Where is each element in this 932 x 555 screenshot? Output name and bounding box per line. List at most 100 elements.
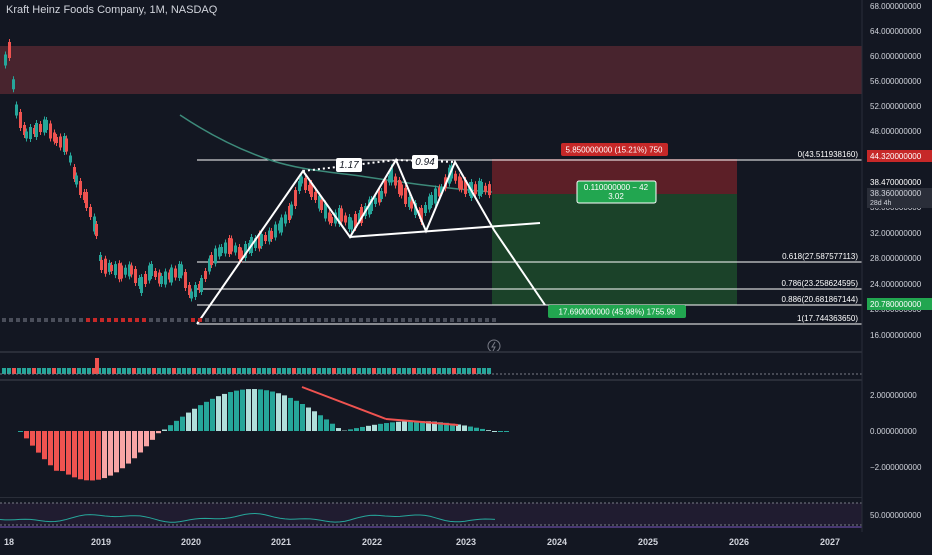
volume-bar bbox=[132, 368, 136, 374]
volume-bar bbox=[102, 368, 106, 374]
signal-dot bbox=[324, 318, 328, 322]
signal-dot bbox=[2, 318, 6, 322]
time-tick: 2025 bbox=[638, 537, 658, 547]
histogram-bar bbox=[102, 431, 107, 478]
signal-dot bbox=[142, 318, 146, 322]
histogram-bar bbox=[282, 395, 287, 431]
signal-dot bbox=[450, 318, 454, 322]
volume-bar bbox=[317, 368, 321, 374]
candle-body bbox=[120, 266, 123, 279]
signal-dot bbox=[429, 318, 433, 322]
candle-body bbox=[15, 105, 18, 116]
volume-bar bbox=[127, 368, 131, 374]
signal-dot bbox=[436, 318, 440, 322]
volume-bar bbox=[162, 368, 166, 374]
candle-body bbox=[194, 285, 197, 297]
signal-dot bbox=[23, 318, 27, 322]
volume-bar bbox=[107, 368, 111, 374]
histogram-bar bbox=[204, 402, 209, 431]
entry-label-1: 0.110000000 − 42 bbox=[584, 183, 649, 192]
volume-bar bbox=[137, 368, 141, 374]
candle-body bbox=[29, 127, 32, 139]
candle-body bbox=[49, 124, 52, 139]
signal-dot bbox=[373, 318, 377, 322]
volume-bar bbox=[432, 368, 436, 374]
volume-bar bbox=[332, 368, 336, 374]
candle-body bbox=[154, 271, 157, 277]
candle-body bbox=[290, 205, 293, 216]
volume-bar bbox=[482, 368, 486, 374]
histogram-bar bbox=[372, 425, 377, 431]
candle-body bbox=[55, 137, 58, 143]
fib-0618-label: 0.618(27.587577113) bbox=[782, 252, 858, 261]
volume-bar bbox=[242, 368, 246, 374]
candle-body bbox=[69, 156, 72, 163]
histogram-bar bbox=[498, 431, 503, 432]
signal-dot bbox=[268, 318, 272, 322]
histogram-bar bbox=[30, 431, 35, 446]
target-zone bbox=[492, 194, 737, 305]
volume-bar bbox=[27, 368, 31, 374]
signal-dot bbox=[492, 318, 496, 322]
price-tick: 60.000000000 bbox=[870, 52, 922, 61]
volume-bar bbox=[272, 368, 276, 374]
signal-dot bbox=[191, 318, 195, 322]
candle-body bbox=[65, 139, 68, 152]
signal-dot bbox=[359, 318, 363, 322]
volume-bar bbox=[472, 368, 476, 374]
histogram-bar bbox=[180, 417, 185, 431]
signal-dot bbox=[464, 318, 468, 322]
signal-dot bbox=[44, 318, 48, 322]
histogram-bar bbox=[258, 389, 263, 431]
signal-dot bbox=[310, 318, 314, 322]
histogram-bar bbox=[108, 431, 113, 476]
volume-bar bbox=[67, 368, 71, 374]
volume-bar bbox=[357, 368, 361, 374]
histogram-bar bbox=[162, 430, 167, 431]
candle-body bbox=[4, 55, 7, 66]
candle-body bbox=[380, 191, 383, 199]
signal-dot bbox=[422, 318, 426, 322]
volume-bar bbox=[237, 368, 241, 374]
volume-bar bbox=[267, 368, 271, 374]
rsi-tick: 50.000000000 bbox=[870, 511, 922, 520]
volume-bar bbox=[87, 368, 91, 374]
candle-body bbox=[434, 189, 437, 204]
volume-bar bbox=[82, 368, 86, 374]
histogram-bar bbox=[384, 423, 389, 431]
candle-body bbox=[488, 184, 491, 195]
volume-bar bbox=[157, 368, 161, 374]
histogram-bar bbox=[264, 390, 269, 431]
histogram-bar bbox=[318, 415, 323, 431]
signal-dot bbox=[233, 318, 237, 322]
volume-bar bbox=[452, 368, 456, 374]
histogram-bar bbox=[42, 431, 47, 459]
volume-bar bbox=[307, 368, 311, 374]
histogram-bar bbox=[474, 428, 479, 431]
signal-dot bbox=[16, 318, 20, 322]
signal-dot bbox=[240, 318, 244, 322]
ratio-label-left: 1.17 bbox=[339, 160, 359, 171]
histogram-bar bbox=[504, 431, 509, 432]
volume-bar bbox=[382, 368, 386, 374]
price-badge-red-text: 44.320000000 bbox=[870, 152, 922, 161]
histogram-bar bbox=[150, 431, 155, 440]
candle-body bbox=[75, 176, 78, 185]
signal-dot bbox=[387, 318, 391, 322]
volume-bar bbox=[117, 368, 121, 374]
candle-body bbox=[184, 272, 187, 288]
candle-body bbox=[214, 249, 217, 264]
candle-body bbox=[230, 239, 233, 252]
histogram-bar bbox=[324, 419, 329, 431]
signal-dot bbox=[30, 318, 34, 322]
volume-bar bbox=[227, 368, 231, 374]
volume-bar bbox=[202, 368, 206, 374]
price-badge-white-text: 38.470000000 bbox=[870, 178, 922, 187]
volume-bar bbox=[257, 368, 261, 374]
candle-body bbox=[19, 112, 22, 128]
volume-bar bbox=[95, 358, 99, 374]
volume-bar bbox=[337, 368, 341, 374]
target-label: 17.690000000 (45.98%) 1755.98 bbox=[559, 308, 677, 317]
histogram-bar bbox=[198, 405, 203, 431]
